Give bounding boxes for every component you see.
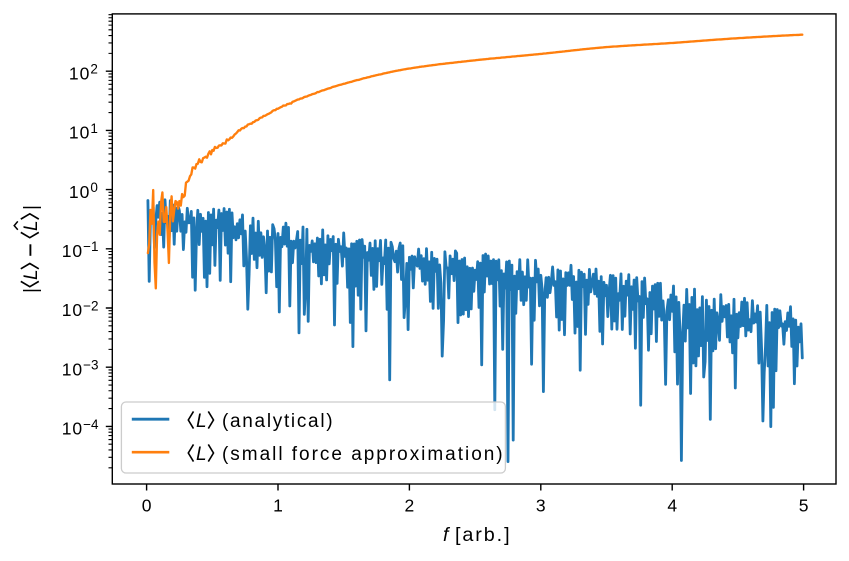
svg-text:101: 101 — [69, 121, 98, 143]
svg-text:102: 102 — [69, 62, 98, 84]
svg-text:f: f — [443, 524, 451, 546]
svg-text:0: 0 — [142, 496, 152, 516]
svg-text:L: L — [196, 444, 207, 465]
svg-text:L: L — [21, 220, 42, 231]
svg-text:[arb.]: [arb.] — [455, 524, 511, 546]
svg-text:4: 4 — [667, 496, 677, 516]
svg-text:|: | — [21, 205, 42, 210]
svg-text:3: 3 — [536, 496, 546, 516]
svg-text:10−4: 10−4 — [62, 417, 99, 439]
svg-text:10−1: 10−1 — [62, 239, 99, 261]
svg-text:|: | — [21, 288, 42, 293]
svg-text:10−3: 10−3 — [62, 358, 99, 380]
svg-text:2: 2 — [405, 496, 415, 516]
svg-text:1: 1 — [273, 496, 283, 516]
svg-text:10−2: 10−2 — [62, 298, 99, 320]
svg-text:(analytical): (analytical) — [222, 411, 334, 432]
svg-text:100: 100 — [69, 180, 98, 202]
svg-text:L: L — [21, 269, 42, 280]
svg-text:L: L — [196, 411, 207, 432]
svg-text:5: 5 — [799, 496, 809, 516]
svg-text:(small force approximation): (small force approximation) — [222, 444, 505, 465]
